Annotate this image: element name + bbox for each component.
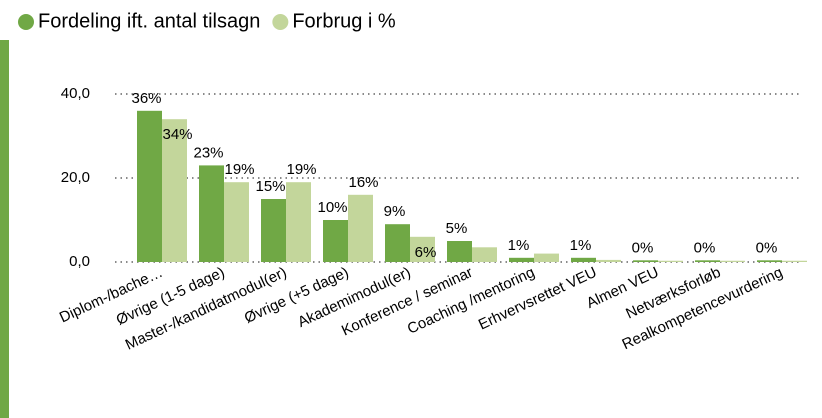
legend-label: Fordeling ift. antal tilsagn xyxy=(38,10,260,32)
frame-edge xyxy=(0,40,9,418)
data-label: 19% xyxy=(224,161,254,178)
data-label: 6% xyxy=(415,244,437,261)
bar xyxy=(137,110,162,262)
data-label: 1% xyxy=(570,237,592,254)
data-label: 0% xyxy=(694,239,716,256)
bar xyxy=(162,119,187,262)
bar xyxy=(633,260,658,262)
bar xyxy=(447,241,472,262)
bar xyxy=(348,194,373,262)
y-tick-label: 0,0 xyxy=(69,253,90,270)
data-label: 9% xyxy=(384,203,406,220)
data-label: 16% xyxy=(348,174,378,191)
data-label: 36% xyxy=(131,90,161,107)
bar xyxy=(596,259,621,262)
bar xyxy=(571,257,596,262)
y-tick-label: 20,0 xyxy=(61,169,90,186)
bar xyxy=(385,224,410,262)
bar xyxy=(658,260,683,262)
bar xyxy=(472,247,497,262)
data-label: 15% xyxy=(255,178,285,195)
bar xyxy=(757,260,782,262)
data-label: 23% xyxy=(193,144,223,161)
y-tick-label: 40,0 xyxy=(61,85,90,102)
bar xyxy=(509,257,534,262)
bar xyxy=(534,253,559,262)
bar xyxy=(323,220,348,262)
bar xyxy=(261,199,286,262)
bar xyxy=(199,165,224,262)
data-label: 10% xyxy=(317,199,347,216)
bar xyxy=(695,260,720,262)
legend-marker xyxy=(272,14,289,30)
data-label: 5% xyxy=(446,220,468,237)
bar xyxy=(720,260,745,262)
bar xyxy=(286,182,311,262)
bar xyxy=(782,260,807,262)
legend-marker xyxy=(18,14,34,30)
bar xyxy=(410,236,435,262)
data-label: 0% xyxy=(756,239,778,256)
data-label: 34% xyxy=(162,126,192,143)
data-label: 0% xyxy=(632,239,654,256)
legend-label: Forbrug i % xyxy=(292,10,396,32)
data-label: 19% xyxy=(286,161,316,178)
bar xyxy=(224,182,249,262)
data-label: 1% xyxy=(508,237,530,254)
